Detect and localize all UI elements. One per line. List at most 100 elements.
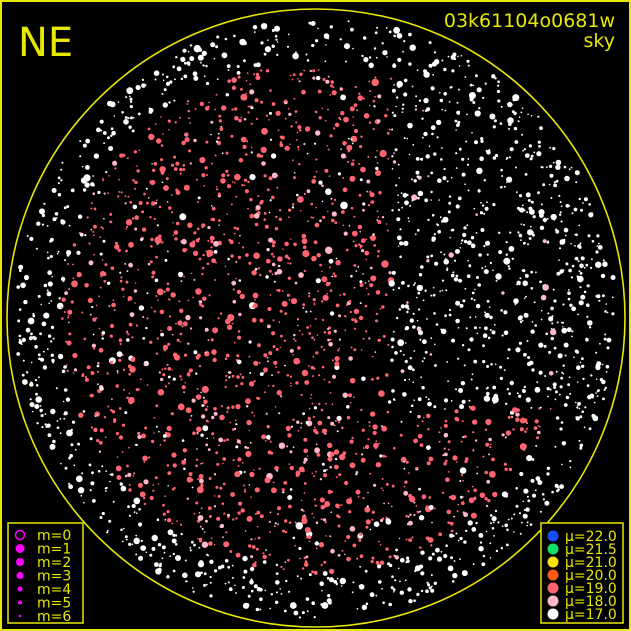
star-marker <box>318 180 323 185</box>
star-marker <box>243 184 246 187</box>
star-marker <box>373 105 376 108</box>
star-marker <box>519 443 527 451</box>
star-marker <box>457 503 460 506</box>
star-marker <box>232 299 237 304</box>
star-marker <box>599 342 601 345</box>
star-marker <box>443 447 446 450</box>
star-marker <box>421 494 427 500</box>
star-marker <box>459 558 461 561</box>
star-marker <box>61 369 66 374</box>
star-marker <box>539 280 542 284</box>
star-marker <box>189 418 192 422</box>
star-marker <box>581 364 585 368</box>
star-marker <box>227 581 230 584</box>
star-marker <box>456 510 459 513</box>
star-marker <box>265 114 269 117</box>
star-marker <box>583 266 586 269</box>
star-marker <box>235 517 238 520</box>
star-marker <box>409 318 414 323</box>
star-marker <box>230 254 234 258</box>
star-marker <box>194 108 197 110</box>
star-marker <box>103 142 105 145</box>
star-marker <box>135 553 138 556</box>
star-marker <box>586 303 590 308</box>
star-marker <box>418 515 425 521</box>
star-marker <box>79 155 82 158</box>
star-marker <box>518 394 522 398</box>
star-marker <box>165 81 171 86</box>
star-marker <box>166 510 170 514</box>
star-marker <box>353 215 356 218</box>
star-marker <box>132 475 135 477</box>
star-marker <box>334 457 338 461</box>
star-marker <box>606 346 610 350</box>
star-marker <box>489 522 492 525</box>
star-marker <box>583 290 587 294</box>
star-marker <box>295 522 303 530</box>
star-marker <box>234 232 236 235</box>
star-marker <box>250 146 253 149</box>
star-marker <box>143 502 147 506</box>
star-marker <box>497 84 500 87</box>
star-marker <box>441 279 445 282</box>
star-marker <box>166 575 170 579</box>
brightness-legend-item: μ=17.0 <box>547 607 617 623</box>
star-marker <box>327 442 333 448</box>
star-marker <box>35 247 38 250</box>
star-marker <box>271 331 276 336</box>
star-marker <box>29 236 34 241</box>
star-marker <box>154 562 159 567</box>
star-marker <box>539 225 545 230</box>
star-marker <box>151 275 155 279</box>
star-marker <box>458 65 461 67</box>
star-marker <box>346 415 351 420</box>
star-marker <box>342 177 345 179</box>
star-marker <box>260 100 264 104</box>
star-marker <box>554 390 558 394</box>
star-marker <box>132 179 135 182</box>
star-marker <box>31 410 34 413</box>
star-marker <box>513 531 515 533</box>
star-marker <box>392 588 396 591</box>
star-marker <box>249 174 256 181</box>
magnitude-label: m=2 <box>37 555 71 571</box>
star-marker <box>118 407 122 410</box>
star-marker <box>266 424 270 429</box>
star-marker <box>81 311 84 314</box>
star-marker <box>372 127 375 131</box>
star-marker <box>571 264 575 268</box>
star-marker <box>163 185 169 191</box>
star-marker <box>408 62 412 66</box>
star-marker <box>254 487 260 493</box>
star-marker <box>359 246 362 249</box>
star-marker <box>129 95 131 98</box>
star-marker <box>555 159 562 166</box>
star-marker <box>344 156 347 159</box>
star-marker <box>349 439 354 444</box>
star-marker <box>195 458 199 461</box>
star-marker <box>342 292 346 296</box>
star-marker <box>467 490 470 493</box>
star-marker <box>407 365 413 371</box>
star-marker <box>315 170 318 173</box>
star-marker <box>473 299 476 301</box>
star-marker <box>353 348 357 352</box>
star-marker <box>365 444 369 448</box>
star-marker <box>475 74 478 78</box>
star-marker <box>385 482 389 486</box>
star-marker <box>208 101 211 104</box>
star-marker <box>440 328 447 335</box>
star-marker <box>433 233 436 236</box>
star-marker <box>182 572 188 579</box>
star-marker <box>311 43 315 48</box>
star-marker <box>153 416 156 419</box>
star-marker <box>533 151 536 154</box>
star-marker <box>353 327 356 330</box>
star-marker <box>487 498 491 503</box>
star-marker <box>64 466 68 470</box>
star-marker <box>481 535 483 538</box>
star-marker <box>406 193 409 196</box>
star-marker <box>280 565 283 569</box>
star-marker <box>219 312 223 315</box>
